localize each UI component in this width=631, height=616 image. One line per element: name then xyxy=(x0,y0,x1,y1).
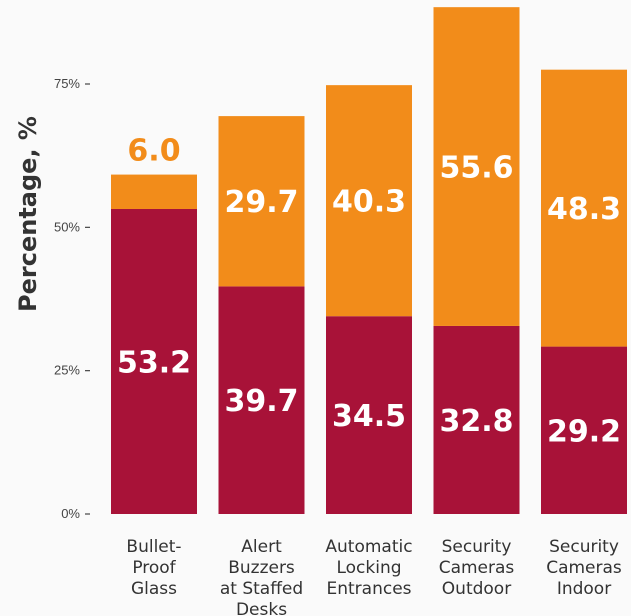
y-axis-title: Percentage, % xyxy=(14,116,42,312)
value-labels-group: 53.2 6.0 39.7 29.7 34.5 40.3 32.8 55.6 29.2 48.3 xyxy=(117,134,621,450)
x-tick-label: Bullet-Proof Glass xyxy=(126,537,181,599)
value-label: 53.2 xyxy=(117,345,191,380)
x-tick-label: Security Cameras Indoor xyxy=(546,537,622,599)
y-tick-label: 75% xyxy=(54,76,80,91)
bars-group xyxy=(111,7,627,514)
x-axis-labels: Bullet-Proof Glass Alert Buzzers at Staffed D… xyxy=(126,537,622,616)
value-label: 29.7 xyxy=(224,185,298,220)
y-tick-label: 50% xyxy=(54,219,80,234)
value-label: 34.5 xyxy=(332,399,406,434)
y-axis: 0% 25% 50% 75% xyxy=(54,76,90,521)
bar-segment xyxy=(433,325,520,514)
bar-segment xyxy=(111,208,197,514)
x-tick-label: Alert Buzzers at Staffed Desks xyxy=(220,537,303,616)
value-label: 29.2 xyxy=(547,414,621,449)
value-label: 40.3 xyxy=(332,185,406,220)
bar-segment xyxy=(541,69,627,347)
value-label: 32.8 xyxy=(439,404,513,439)
bar-segment xyxy=(326,85,412,317)
bar-segment xyxy=(111,174,197,209)
bar-segment xyxy=(433,7,520,326)
bar-segment xyxy=(218,286,305,514)
value-label: 39.7 xyxy=(224,384,298,419)
bar-segment xyxy=(218,116,305,287)
value-label: 55.6 xyxy=(439,151,513,186)
y-tick-label: 25% xyxy=(54,363,80,378)
y-tick-label: 0% xyxy=(61,506,80,521)
value-label: 48.3 xyxy=(547,192,621,227)
value-label: 6.0 xyxy=(127,134,180,169)
bar-segment xyxy=(541,346,627,514)
bar-segment xyxy=(326,316,412,514)
x-tick-label: Security Cameras Outdoor xyxy=(439,537,515,599)
x-tick-label: Automatic Locking Entrances xyxy=(325,537,412,599)
